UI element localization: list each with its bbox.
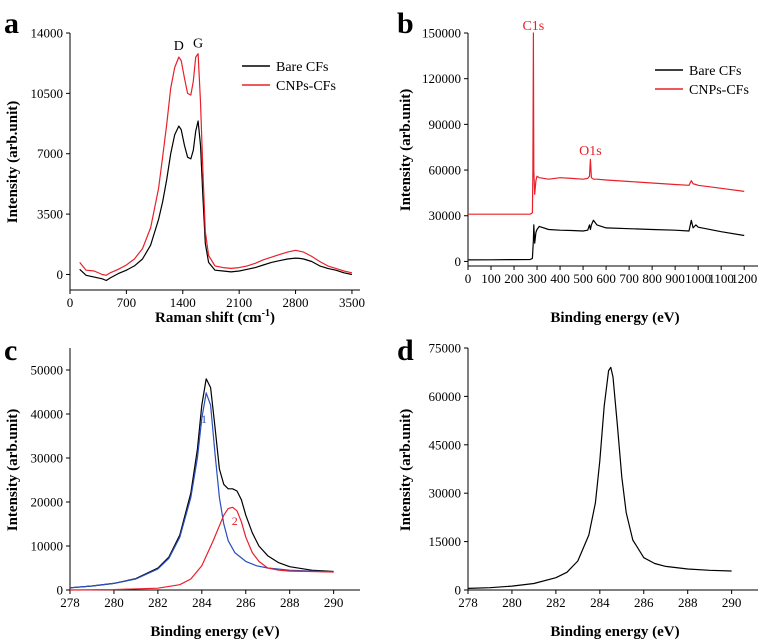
x-tick-label-c: 284 xyxy=(192,595,212,610)
legend-label-a-1: CNPs-CFs xyxy=(276,79,336,94)
x-tick-label-a: 3500 xyxy=(339,295,365,310)
x-tick-label-b: 500 xyxy=(573,271,593,286)
x-tick-label-b: 1000 xyxy=(685,271,711,286)
panel-a: 0 700 1400 2100 2800 3500 0 3500 7000 10500 14000 D… xyxy=(4,7,365,326)
panel-label-c: c xyxy=(4,334,17,367)
x-tick-label-c: 290 xyxy=(324,595,344,610)
y-tick-label-d: 30000 xyxy=(429,486,462,501)
series-line-c-2 xyxy=(69,506,334,591)
x-tick-label-b: 600 xyxy=(596,271,616,286)
x-tick-label-a: 700 xyxy=(117,295,137,310)
annotation-a-1: G xyxy=(193,37,203,52)
x-tick-label-b: 700 xyxy=(619,271,639,286)
series-line-c-1 xyxy=(69,392,334,589)
x-tick-label-b: 400 xyxy=(550,271,570,286)
y-axis-label-b: Intensity (arb.unit) xyxy=(398,89,414,212)
y-tick-label-b: 0 xyxy=(455,254,462,269)
y-tick-label-c: 20000 xyxy=(31,495,64,510)
x-tick-label-d: 284 xyxy=(590,595,610,610)
y-tick-label-a: 0 xyxy=(57,267,64,282)
panel-label-a: a xyxy=(4,7,19,40)
series-line-d-0 xyxy=(467,366,732,589)
series-line-a-0 xyxy=(79,120,353,282)
x-axis-label-b: Binding energy (eV) xyxy=(550,310,679,326)
x-tick-label-b: 100 xyxy=(481,271,501,286)
x-tick-label-c: 288 xyxy=(280,595,300,610)
x-axis-label-sup-a: -1 xyxy=(262,308,270,319)
series-line-b-0 xyxy=(467,219,745,261)
y-tick-label-d: 60000 xyxy=(429,389,462,404)
x-tick-label-b: 900 xyxy=(665,271,685,286)
y-axis-label-d: Intensity (arb.unit) xyxy=(398,409,414,532)
x-tick-label-b: 200 xyxy=(504,271,524,286)
x-tick-label-a: 2100 xyxy=(226,295,252,310)
y-tick-label-a: 3500 xyxy=(37,207,63,222)
y-axis-label-c: Intensity (arb.unit) xyxy=(5,409,21,532)
x-tick-label-a: 1400 xyxy=(170,295,196,310)
y-tick-label-c: 40000 xyxy=(31,407,64,422)
x-tick-label-c: 282 xyxy=(148,595,168,610)
series-line-a-1 xyxy=(79,53,353,276)
y-tick-label-c: 10000 xyxy=(31,539,64,554)
y-tick-label-a: 7000 xyxy=(37,146,63,161)
y-tick-label-b: 150000 xyxy=(422,26,461,41)
y-tick-label-c: 0 xyxy=(57,583,64,598)
y-tick-label-b: 60000 xyxy=(429,163,462,178)
y-tick-label-c: 30000 xyxy=(31,451,64,466)
y-tick-label-d: 45000 xyxy=(429,437,462,452)
y-tick-label-d: 0 xyxy=(455,583,462,598)
annotation-b-1: O1s xyxy=(579,144,602,159)
y-tick-label-a: 14000 xyxy=(31,26,64,41)
legend-label-b-0: Bare CFs xyxy=(689,64,742,79)
panel-d: 278 280 282 284 286 288 290 0 15000 30000 45000 600… xyxy=(397,334,758,640)
x-tick-label-d: 278 xyxy=(458,595,478,610)
x-axis-label-main-a: Raman shift (cm xyxy=(155,310,262,326)
x-tick-label-b: 0 xyxy=(465,271,472,286)
y-tick-label-d: 75000 xyxy=(429,341,462,356)
x-tick-label-a: 0 xyxy=(67,295,74,310)
x-tick-label-b: 1200 xyxy=(731,271,757,286)
x-tick-label-c: 280 xyxy=(104,595,124,610)
annotation-c-0: 1 xyxy=(201,412,207,426)
y-tick-label-a: 10500 xyxy=(31,86,64,101)
y-tick-label-b: 120000 xyxy=(422,71,461,86)
x-tick-label-c: 286 xyxy=(236,595,256,610)
y-tick-label-b: 30000 xyxy=(429,208,462,223)
x-tick-label-d: 290 xyxy=(722,595,742,610)
series-line-c-0 xyxy=(69,378,334,589)
y-tick-label-b: 90000 xyxy=(429,117,462,132)
panel-label-b: b xyxy=(397,7,414,40)
y-tick-label-d: 15000 xyxy=(429,534,462,549)
x-tick-label-b: 800 xyxy=(642,271,662,286)
y-tick-label-c: 50000 xyxy=(31,363,64,378)
x-axis-label-c: Binding energy (eV) xyxy=(150,624,279,640)
annotation-c-1: 2 xyxy=(232,514,238,528)
x-tick-label-b: 1100 xyxy=(708,271,734,286)
x-tick-label-d: 280 xyxy=(502,595,522,610)
x-tick-label-b: 300 xyxy=(527,271,547,286)
panel-label-d: d xyxy=(397,334,414,367)
panel-b: 0 100 200 300 400 500 600 700 800 900 100011001200… xyxy=(397,7,758,326)
annotation-a-0: D xyxy=(174,39,184,54)
annotation-b-0: C1s xyxy=(522,19,544,34)
y-axis-label-a: Intensity (arb.unit) xyxy=(5,101,21,224)
x-tick-label-d: 286 xyxy=(634,595,654,610)
legend-label-b-1: CNPs-CFs xyxy=(689,83,749,98)
series-line-b-1 xyxy=(468,32,745,215)
x-axis-label-end-a: ) xyxy=(270,310,275,326)
x-axis-label-a: Raman shift (cm-1) xyxy=(155,308,275,326)
x-tick-label-c: 278 xyxy=(60,595,80,610)
x-tick-label-d: 282 xyxy=(546,595,566,610)
x-tick-label-a: 2800 xyxy=(283,295,309,310)
panel-c: 278 280 282 284 286 288 290 0 10000 20000 30000 400… xyxy=(4,334,360,640)
x-tick-label-d: 288 xyxy=(678,595,698,610)
legend-label-a-0: Bare CFs xyxy=(276,60,329,75)
x-axis-label-d: Binding energy (eV) xyxy=(550,624,679,640)
